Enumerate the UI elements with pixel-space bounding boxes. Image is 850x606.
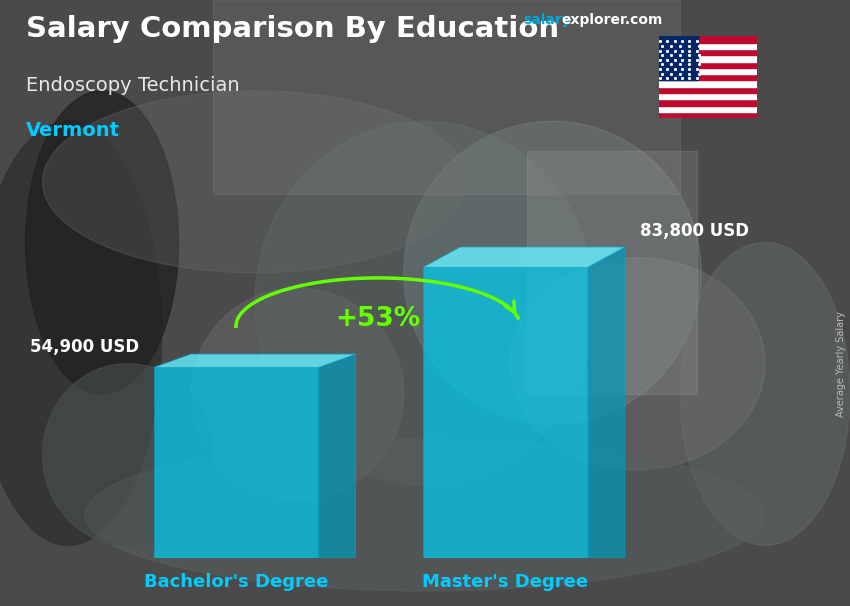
Bar [659,81,756,87]
Bar [659,105,756,112]
Bar [659,68,756,74]
Ellipse shape [680,242,850,545]
Polygon shape [423,267,587,558]
Ellipse shape [510,258,765,470]
Text: +53%: +53% [336,306,421,332]
Text: salary: salary [523,13,570,27]
Bar [659,49,756,55]
Polygon shape [423,247,625,267]
Text: explorer.com: explorer.com [562,13,663,27]
Polygon shape [587,247,625,558]
Ellipse shape [42,91,468,273]
Bar [527,152,697,394]
Bar [659,36,698,81]
Bar [659,74,756,81]
Bar [659,87,756,93]
Text: Vermont: Vermont [26,121,120,140]
Ellipse shape [191,288,404,500]
Bar [659,112,756,118]
Bar [659,55,756,62]
Ellipse shape [0,121,162,545]
Polygon shape [318,354,355,558]
Ellipse shape [255,121,595,485]
Ellipse shape [42,364,212,545]
Bar [659,93,756,99]
Text: Average Yearly Salary: Average Yearly Salary [836,311,846,416]
Text: 54,900 USD: 54,900 USD [30,338,139,356]
Text: Salary Comparison By Education: Salary Comparison By Education [26,15,558,43]
Bar [212,0,680,194]
Bar [659,99,756,105]
Text: 83,800 USD: 83,800 USD [640,222,749,240]
Ellipse shape [26,91,178,394]
Ellipse shape [404,121,701,424]
Polygon shape [154,367,318,558]
Bar [659,42,756,49]
Polygon shape [154,354,355,367]
Bar [659,62,756,68]
Bar [659,36,756,42]
Text: Endoscopy Technician: Endoscopy Technician [26,76,239,95]
Ellipse shape [85,439,765,591]
